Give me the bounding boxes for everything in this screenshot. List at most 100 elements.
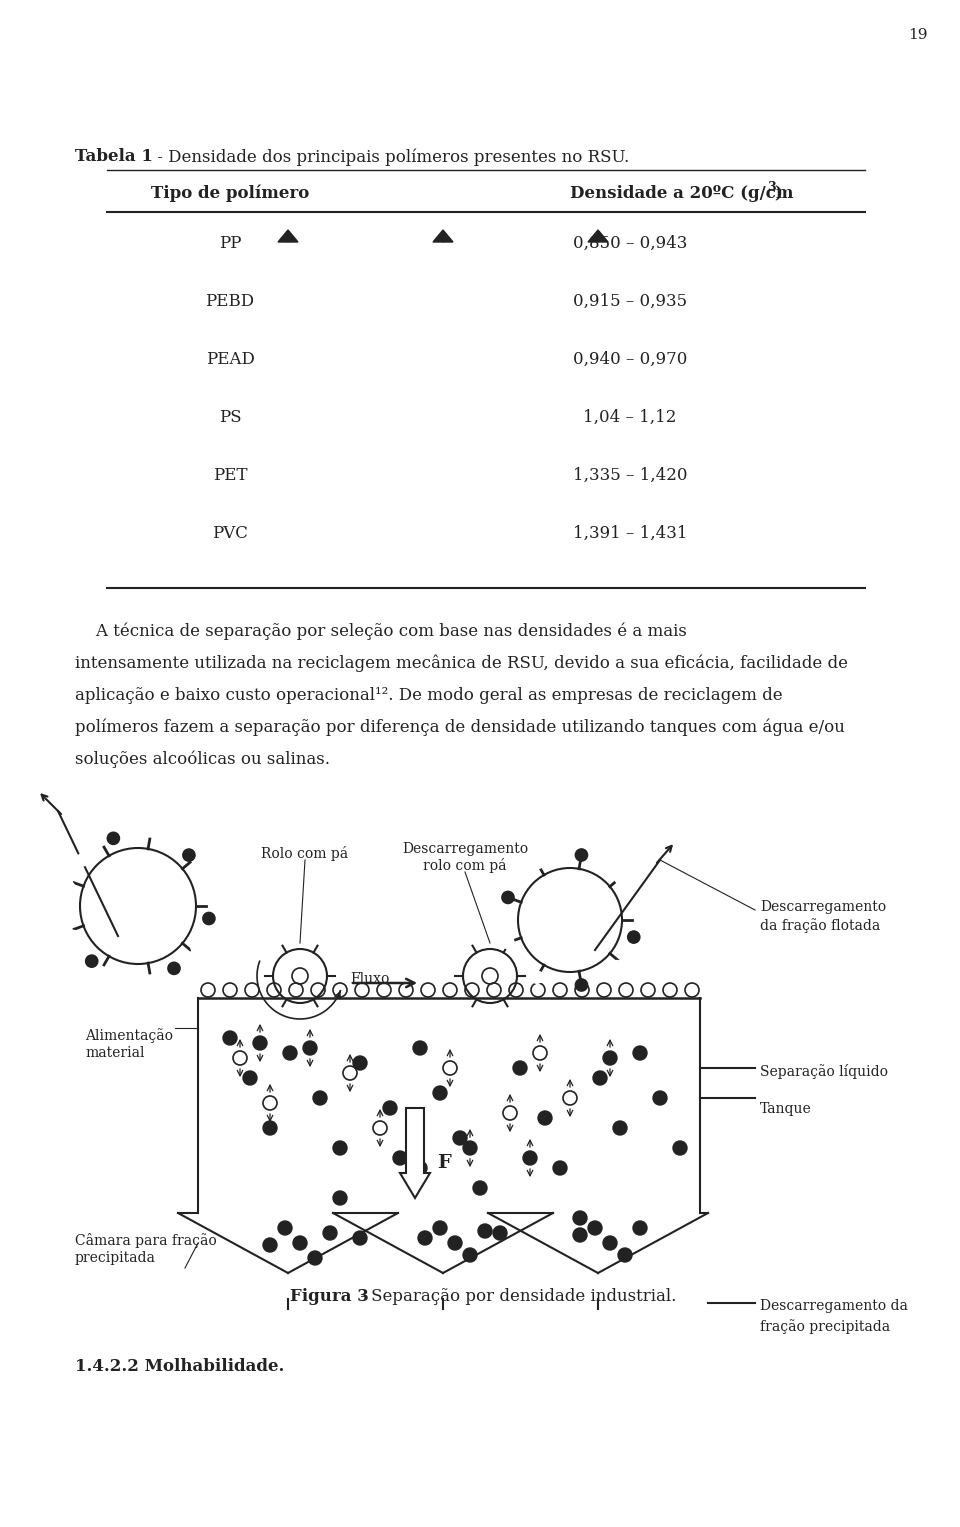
Text: Rolo com pá: Rolo com pá <box>261 846 348 861</box>
Circle shape <box>263 1238 277 1252</box>
Circle shape <box>353 1057 367 1070</box>
Circle shape <box>253 1035 267 1051</box>
Text: 0,940 – 0,970: 0,940 – 0,970 <box>573 351 687 368</box>
Text: rolo com pá: rolo com pá <box>423 858 507 873</box>
Circle shape <box>614 872 627 884</box>
Text: Tipo de polímero: Tipo de polímero <box>151 185 309 203</box>
Text: ): ) <box>774 185 781 202</box>
Circle shape <box>413 1041 427 1055</box>
Circle shape <box>523 1151 537 1165</box>
Circle shape <box>618 1248 632 1261</box>
Circle shape <box>463 1141 477 1154</box>
Text: 1.4.2.2 Molhabilidade.: 1.4.2.2 Molhabilidade. <box>75 1358 284 1374</box>
Circle shape <box>653 1090 667 1106</box>
Circle shape <box>333 1191 347 1205</box>
Circle shape <box>278 1222 292 1235</box>
Circle shape <box>502 936 514 948</box>
Circle shape <box>593 1070 607 1086</box>
Circle shape <box>513 1061 527 1075</box>
Circle shape <box>448 1235 462 1251</box>
Circle shape <box>573 1211 587 1225</box>
Circle shape <box>156 832 169 844</box>
Circle shape <box>85 956 98 967</box>
Circle shape <box>603 1051 617 1064</box>
Circle shape <box>67 930 79 942</box>
Circle shape <box>303 1041 317 1055</box>
Circle shape <box>203 913 215 924</box>
Text: A técnica de separação por seleção com base nas densidades é a mais: A técnica de separação por seleção com b… <box>75 623 686 640</box>
Text: PS: PS <box>219 409 241 426</box>
Circle shape <box>223 1031 237 1044</box>
Circle shape <box>588 1222 602 1235</box>
Text: intensamente utilizada na reciclagem mecânica de RSU, devido a sua eficácia, fac: intensamente utilizada na reciclagem mec… <box>75 655 848 672</box>
Text: PET: PET <box>213 467 248 484</box>
Text: 0,850 – 0,943: 0,850 – 0,943 <box>573 235 687 252</box>
Circle shape <box>478 1225 492 1238</box>
Circle shape <box>575 849 588 861</box>
Polygon shape <box>598 231 608 241</box>
Text: 1,335 – 1,420: 1,335 – 1,420 <box>573 467 687 484</box>
Text: Densidade a 20ºC (g/cm: Densidade a 20ºC (g/cm <box>570 185 794 202</box>
Circle shape <box>393 1151 407 1165</box>
Text: - Densidade dos principais polímeros presentes no RSU.: - Densidade dos principais polímeros pre… <box>152 148 629 165</box>
Circle shape <box>418 1231 432 1245</box>
Circle shape <box>333 1141 347 1154</box>
Circle shape <box>119 971 132 983</box>
Text: 1,04 – 1,12: 1,04 – 1,12 <box>584 409 677 426</box>
Text: PP: PP <box>219 235 241 252</box>
Text: material: material <box>85 1046 145 1060</box>
Text: precipitada: precipitada <box>75 1251 156 1264</box>
Circle shape <box>200 875 211 887</box>
Circle shape <box>611 960 623 973</box>
Circle shape <box>633 1222 647 1235</box>
Circle shape <box>283 1046 297 1060</box>
Circle shape <box>673 1141 687 1154</box>
Circle shape <box>502 892 514 904</box>
Circle shape <box>183 849 195 861</box>
Text: Descarregamento: Descarregamento <box>402 841 528 857</box>
Polygon shape <box>288 231 298 241</box>
Circle shape <box>293 1235 307 1251</box>
FancyArrow shape <box>400 1109 430 1199</box>
Text: da fração flotada: da fração flotada <box>760 918 880 933</box>
Text: polímeros fazem a separação por diferença de densidade utilizando tanques com ág: polímeros fazem a separação por diferenç… <box>75 719 845 736</box>
Circle shape <box>308 1251 322 1264</box>
Polygon shape <box>588 231 598 241</box>
Text: - Separação por densidade industrial.: - Separação por densidade industrial. <box>355 1287 677 1306</box>
Text: Descarregamento da: Descarregamento da <box>760 1299 908 1313</box>
Text: PEAD: PEAD <box>205 351 254 368</box>
Circle shape <box>493 1226 507 1240</box>
Text: 0,915 – 0,935: 0,915 – 0,935 <box>573 293 687 310</box>
Circle shape <box>538 1112 552 1125</box>
Polygon shape <box>443 231 453 241</box>
Circle shape <box>613 1121 627 1135</box>
Circle shape <box>191 941 203 953</box>
Text: PVC: PVC <box>212 525 248 542</box>
Circle shape <box>573 1228 587 1241</box>
Text: Figura 3: Figura 3 <box>290 1287 369 1306</box>
Circle shape <box>323 1226 337 1240</box>
Circle shape <box>633 1046 647 1060</box>
Text: 3: 3 <box>767 182 776 194</box>
Circle shape <box>77 854 89 866</box>
Circle shape <box>243 1070 257 1086</box>
Text: aplicação e baixo custo operacional¹². De modo geral as empresas de reciclagem d: aplicação e baixo custo operacional¹². D… <box>75 687 782 704</box>
Circle shape <box>62 881 75 893</box>
Circle shape <box>531 857 543 869</box>
Text: 1,391 – 1,431: 1,391 – 1,431 <box>573 525 687 542</box>
Circle shape <box>413 1161 427 1174</box>
Text: PEBD: PEBD <box>205 293 254 310</box>
Circle shape <box>383 1101 397 1115</box>
Circle shape <box>353 1231 367 1245</box>
Circle shape <box>628 931 639 944</box>
Circle shape <box>433 1222 447 1235</box>
Circle shape <box>531 971 543 983</box>
Text: F: F <box>437 1154 451 1173</box>
Text: Tabela 1: Tabela 1 <box>75 148 153 165</box>
Text: Tanque: Tanque <box>760 1102 812 1116</box>
Circle shape <box>433 1086 447 1099</box>
Circle shape <box>473 1180 487 1196</box>
Text: 19: 19 <box>908 27 928 43</box>
Circle shape <box>453 1132 467 1145</box>
Text: Descarregamento: Descarregamento <box>760 899 886 915</box>
